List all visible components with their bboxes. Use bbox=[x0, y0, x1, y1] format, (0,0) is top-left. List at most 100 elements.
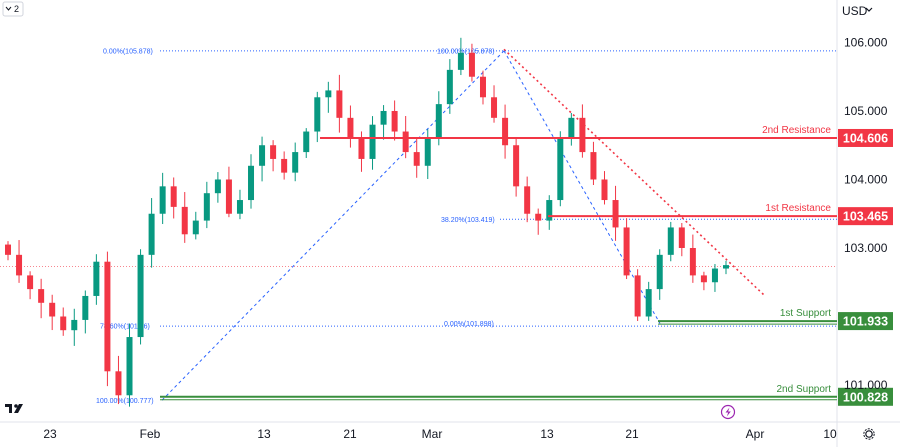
collapse-count: 2 bbox=[14, 4, 19, 14]
candle-body bbox=[590, 152, 597, 180]
candle-body bbox=[104, 261, 111, 372]
fib-level-label: 100.00%(100.777) bbox=[96, 398, 154, 405]
candle-body bbox=[568, 117, 575, 139]
candle-body bbox=[281, 158, 288, 173]
tradingview-logo[interactable] bbox=[5, 404, 23, 413]
candle-body bbox=[424, 138, 431, 166]
price-badge-value: 104.606 bbox=[843, 131, 888, 145]
price-axis[interactable]: 106.000 105.000 104.000 103.000 101.000 bbox=[844, 35, 888, 392]
price-tick-label: 105.000 bbox=[844, 104, 888, 118]
candle-body bbox=[203, 193, 210, 221]
candle-body bbox=[446, 69, 453, 105]
time-tick-label: 10 bbox=[823, 427, 837, 441]
candle-body bbox=[137, 254, 144, 338]
level-label: 1st Resistance bbox=[765, 203, 831, 214]
trend-lines bbox=[0, 48, 837, 401]
level-label: 2nd Resistance bbox=[762, 125, 831, 136]
fibonacci-lines: 0.00%(105.878) 100.00%(105.878) 38.20%(103… bbox=[96, 48, 837, 405]
level-label: 2nd Support bbox=[777, 384, 832, 395]
time-tick-label: Apr bbox=[746, 427, 765, 441]
candle-body bbox=[236, 200, 243, 214]
time-tick-label: Mar bbox=[422, 427, 443, 441]
candle-body bbox=[115, 371, 122, 396]
candle-body bbox=[524, 186, 531, 214]
candle-body bbox=[546, 200, 553, 221]
candle-body bbox=[148, 213, 155, 255]
chevron-down-icon bbox=[5, 6, 12, 11]
candle-body bbox=[413, 152, 420, 166]
collapse-indicators-button[interactable]: 2 bbox=[2, 1, 24, 17]
candle-body bbox=[49, 302, 56, 317]
candle-body bbox=[391, 110, 398, 132]
candle-body bbox=[502, 117, 509, 146]
price-badge-value: 103.465 bbox=[843, 210, 888, 224]
candle-body bbox=[678, 227, 685, 248]
currency-label: USD bbox=[842, 4, 868, 18]
price-badge[interactable] bbox=[838, 312, 893, 331]
candle-body bbox=[27, 275, 34, 290]
candle-body bbox=[579, 117, 586, 153]
candle-body bbox=[723, 265, 729, 269]
candle-body bbox=[170, 186, 177, 207]
fib-retracement-diagonal bbox=[503, 50, 661, 324]
candle-body bbox=[369, 124, 376, 159]
price-tick-label: 104.000 bbox=[844, 172, 888, 186]
time-tick-label: 21 bbox=[625, 427, 639, 441]
candle-body bbox=[71, 319, 78, 331]
currency-selector[interactable]: USD bbox=[842, 4, 873, 18]
price-badge-value: 101.933 bbox=[843, 315, 888, 329]
candle-body bbox=[402, 131, 409, 153]
candle-body bbox=[5, 244, 11, 255]
candle-body bbox=[601, 179, 608, 201]
time-tick-label: 21 bbox=[343, 427, 357, 441]
candle-body bbox=[557, 138, 564, 201]
price-badge[interactable] bbox=[838, 207, 893, 226]
candlesticks bbox=[5, 37, 729, 407]
price-badge[interactable] bbox=[838, 128, 893, 147]
time-tick-label: 13 bbox=[257, 427, 271, 441]
candle-body bbox=[82, 295, 89, 320]
candle-body bbox=[513, 145, 520, 187]
candle-body bbox=[325, 90, 332, 98]
time-axis[interactable]: 23 Feb 13 21 Mar 13 21 Apr 10 bbox=[43, 427, 837, 441]
candle-body bbox=[60, 316, 67, 331]
candle-body bbox=[303, 131, 310, 153]
fib-level-label: 78.60%(101.86) bbox=[100, 324, 150, 331]
candle-body bbox=[479, 76, 486, 98]
support-resistance-levels: 2nd Resistance 104.606 1st Resistance 103.4… bbox=[160, 125, 893, 406]
candle-body bbox=[347, 117, 354, 139]
candle-body bbox=[270, 145, 277, 159]
candle-body bbox=[358, 138, 365, 159]
candle-body bbox=[214, 179, 221, 194]
candle-body bbox=[380, 110, 387, 125]
price-badge[interactable] bbox=[838, 387, 893, 406]
time-tick-label: 23 bbox=[43, 427, 57, 441]
candle-body bbox=[248, 165, 255, 201]
chevron-down-icon bbox=[865, 7, 873, 12]
time-tick-label: 13 bbox=[540, 427, 554, 441]
candle-body bbox=[535, 213, 542, 221]
candle-body bbox=[181, 206, 188, 235]
candle-body bbox=[623, 227, 630, 276]
candle-body bbox=[491, 97, 498, 118]
price-tick-label: 103.000 bbox=[844, 241, 888, 255]
candle-body bbox=[16, 254, 23, 276]
time-tick-label: Feb bbox=[140, 427, 161, 441]
candle-body bbox=[126, 337, 133, 396]
fib-level-label: 0.00%(101.898) bbox=[444, 321, 494, 328]
fib-level-label: 100.00%(105.878) bbox=[437, 48, 495, 55]
candle-body bbox=[634, 275, 641, 317]
candle-body bbox=[292, 152, 299, 173]
fib-level-label: 38.20%(103.419) bbox=[441, 217, 495, 224]
candle-body bbox=[612, 200, 619, 228]
candle-body bbox=[656, 254, 663, 290]
gear-icon[interactable] bbox=[863, 428, 875, 440]
lightning-icon[interactable] bbox=[720, 404, 736, 420]
candle-body bbox=[225, 179, 232, 214]
candle-body bbox=[468, 52, 475, 77]
candle-body bbox=[689, 247, 696, 276]
candle-body bbox=[457, 52, 464, 70]
candle-body bbox=[38, 289, 45, 303]
price-tick-label: 101.000 bbox=[844, 378, 888, 392]
